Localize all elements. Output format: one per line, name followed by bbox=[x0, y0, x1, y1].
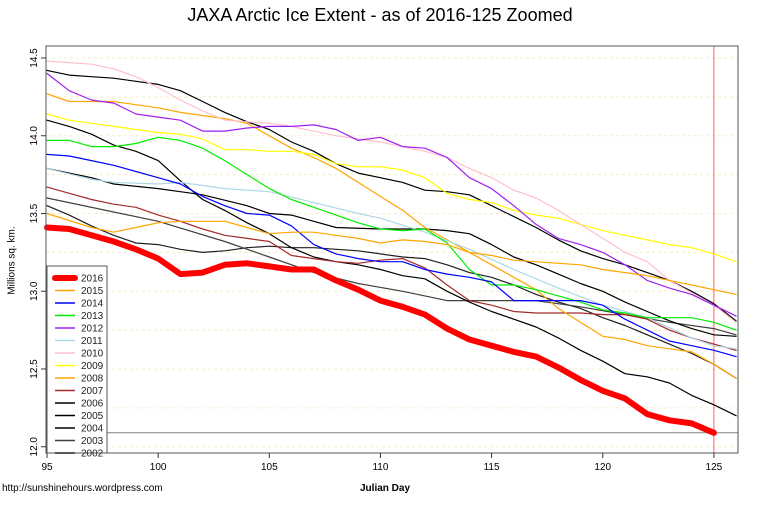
legend-box bbox=[46, 265, 108, 454]
chart-title: JAXA Arctic Ice Extent - as of 2016-125 … bbox=[187, 5, 573, 25]
legend-label-2003: 2003 bbox=[81, 436, 104, 447]
legend-label-2005: 2005 bbox=[81, 411, 104, 422]
series-line-2010 bbox=[46, 60, 737, 323]
legend-label-2012: 2012 bbox=[81, 324, 104, 335]
x-tick-label: 120 bbox=[594, 462, 611, 473]
series-line-2008 bbox=[46, 93, 737, 379]
x-tick-label: 105 bbox=[261, 462, 278, 473]
legend-label-2008: 2008 bbox=[81, 374, 104, 385]
x-tick-label: 125 bbox=[706, 462, 723, 473]
series-line-2011 bbox=[46, 167, 737, 350]
x-tick-label: 110 bbox=[372, 462, 388, 473]
x-tick-label: 100 bbox=[150, 462, 167, 473]
series-line-2006 bbox=[46, 69, 737, 322]
legend-label-2002: 2002 bbox=[81, 449, 104, 460]
legend-label-2015: 2015 bbox=[81, 286, 104, 297]
series-line-2005 bbox=[46, 119, 737, 417]
series-line-2004 bbox=[46, 167, 737, 337]
series-line-2015 bbox=[46, 212, 737, 295]
y-tick-label: 12.0 bbox=[29, 437, 40, 457]
series-line-2013 bbox=[46, 136, 737, 331]
series-line-2016 bbox=[44, 224, 717, 436]
y-tick-label: 13.5 bbox=[29, 203, 40, 223]
y-tick-label: 12.5 bbox=[29, 359, 40, 379]
x-axis-label: Julian Day bbox=[360, 483, 411, 494]
legend-label-2006: 2006 bbox=[81, 399, 104, 410]
legend-label-2010: 2010 bbox=[81, 349, 104, 360]
legend-label-2004: 2004 bbox=[81, 424, 104, 435]
legend-label-2013: 2013 bbox=[81, 311, 104, 322]
legend-label-2014: 2014 bbox=[81, 299, 104, 310]
series-line-2002 bbox=[46, 205, 737, 379]
y-tick-label: 14.0 bbox=[29, 126, 40, 146]
legend-label-2009: 2009 bbox=[81, 361, 104, 372]
legend-label-2007: 2007 bbox=[81, 386, 104, 397]
legend-label-2016: 2016 bbox=[81, 274, 104, 285]
y-tick-label: 14.5 bbox=[29, 48, 40, 68]
x-tick-label: 95 bbox=[41, 462, 53, 473]
series-line-2007 bbox=[46, 186, 737, 351]
y-tick-label: 13.0 bbox=[29, 281, 40, 301]
plot-frame bbox=[45, 45, 739, 454]
series-line-2014 bbox=[46, 153, 737, 358]
source-url: http://sunshinehours.wordpress.com bbox=[2, 483, 163, 494]
legend-label-2011: 2011 bbox=[81, 336, 103, 347]
series-line-2012 bbox=[46, 72, 737, 317]
series-line-2003 bbox=[46, 197, 737, 336]
series-line-2009 bbox=[46, 113, 737, 263]
x-tick-label: 115 bbox=[484, 462, 500, 473]
